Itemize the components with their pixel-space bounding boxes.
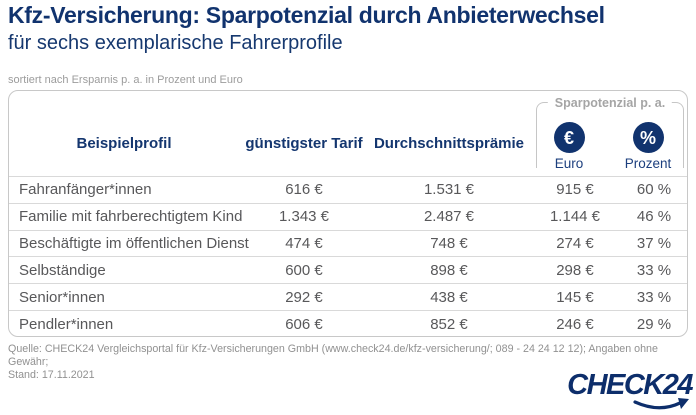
- saving-percent-cell: 46 %: [636, 208, 672, 226]
- check24-logo-text: CHECK24: [567, 369, 693, 401]
- col-header-profile: Beispielprofil: [76, 135, 172, 152]
- profile-cell: Fahranfänger*innen: [19, 181, 152, 199]
- source-line-1: Quelle: CHECK24 Vergleichsportal für Kfz…: [8, 343, 658, 368]
- cheapest-tariff-cell: 600 €: [285, 261, 323, 279]
- table-body: Fahranfänger*innen 616 € 1.531 € 915 € 6…: [9, 176, 687, 337]
- saving-euro-cell: 298 €: [556, 261, 594, 279]
- savings-table: Beispielprofil günstigster Tarif Durchsc…: [8, 90, 688, 337]
- average-premium-cell: 898 €: [430, 261, 468, 279]
- col-header-cheapest-tariff: günstigster Tarif: [245, 135, 363, 152]
- swoosh-arrow-icon: [633, 398, 689, 410]
- table-row: Familie mit fahrberechtigtem Kind 1.343 …: [9, 202, 687, 230]
- saving-euro-cell: 274 €: [556, 235, 594, 253]
- table-row: Fahranfänger*innen 616 € 1.531 € 915 € 6…: [9, 176, 687, 203]
- table-row: Senior*innen 292 € 438 € 145 € 33 %: [9, 283, 687, 310]
- percent-circle-icon: %: [632, 122, 664, 153]
- profile-cell: Pendler*innen: [19, 315, 114, 333]
- col-header-average-premium: Durchschnittsprämie: [373, 135, 525, 152]
- profile-cell: Beschäftigte im öffentlichen Dienst: [19, 235, 249, 253]
- cheapest-tariff-cell: 292 €: [285, 288, 323, 306]
- savings-group-label: Sparpotenzial p. a.: [547, 96, 673, 110]
- euro-column-header: € Euro: [534, 122, 604, 171]
- percent-column-label: Prozent: [624, 156, 672, 171]
- page-subtitle: für sechs exemplarische Fahrerprofile: [8, 32, 343, 54]
- saving-percent-cell: 33 %: [636, 261, 672, 279]
- saving-euro-cell: 145 €: [556, 288, 594, 306]
- average-premium-cell: 438 €: [430, 288, 468, 306]
- percent-column-header: % Prozent: [613, 122, 683, 171]
- saving-euro-cell: 915 €: [556, 181, 594, 199]
- average-premium-cell: 748 €: [430, 235, 468, 253]
- cheapest-tariff-cell: 616 €: [285, 181, 323, 199]
- page-title: Kfz-Versicherung: Sparpotenzial durch An…: [8, 2, 605, 28]
- source-note: Quelle: CHECK24 Vergleichsportal für Kfz…: [8, 343, 692, 382]
- cheapest-tariff-cell: 1.343 €: [278, 208, 330, 226]
- euro-column-label: Euro: [554, 156, 584, 171]
- column-headers: Beispielprofil günstigster Tarif Durchsc…: [9, 135, 687, 152]
- saving-percent-cell: 37 %: [636, 235, 672, 253]
- saving-euro-cell: 1.144 €: [549, 208, 601, 226]
- table-header: Beispielprofil günstigster Tarif Durchsc…: [9, 91, 687, 176]
- saving-percent-cell: 60 %: [636, 181, 672, 199]
- average-premium-cell: 852 €: [430, 315, 468, 333]
- profile-cell: Familie mit fahrberechtigtem Kind: [19, 208, 243, 226]
- saving-percent-cell: 33 %: [636, 288, 672, 306]
- cheapest-tariff-cell: 474 €: [285, 235, 323, 253]
- source-line-2: Stand: 17.11.2021: [8, 369, 95, 381]
- table-row: Beschäftigte im öffentlichen Dienst 474 …: [9, 229, 687, 257]
- saving-percent-cell: 29 %: [636, 315, 672, 333]
- average-premium-cell: 2.487 €: [423, 208, 475, 226]
- profile-cell: Selbständige: [19, 261, 106, 279]
- euro-circle-icon: €: [553, 122, 585, 153]
- profile-cell: Senior*innen: [19, 288, 105, 306]
- average-premium-cell: 1.531 €: [423, 181, 475, 199]
- table-row: Selbständige 600 € 898 € 298 € 33 %: [9, 256, 687, 283]
- cheapest-tariff-cell: 606 €: [285, 315, 323, 333]
- savings-group-bracket: Sparpotenzial p. a.: [536, 96, 684, 168]
- sort-note: sortiert nach Ersparnis p. a. in Prozent…: [8, 74, 243, 86]
- table-row: Pendler*innen 606 € 852 € 246 € 29 %: [9, 310, 687, 337]
- check24-logo: CHECK24: [556, 369, 694, 412]
- saving-euro-cell: 246 €: [556, 315, 594, 333]
